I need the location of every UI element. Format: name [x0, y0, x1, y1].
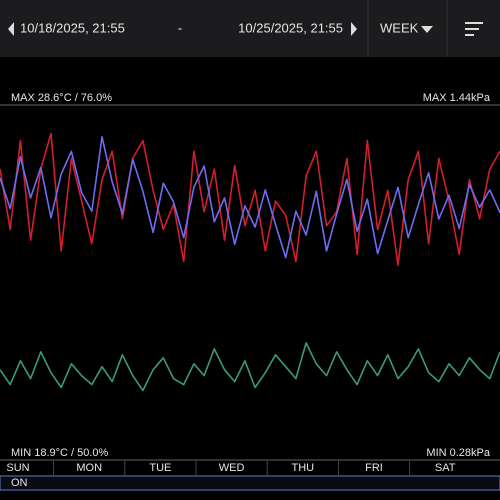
range-label: WEEK — [380, 20, 419, 35]
min-left-label: MIN 18.9°C / 50.0% — [11, 447, 109, 459]
series-line — [0, 132, 500, 266]
end-date: 10/25/2025, 21:55 — [238, 20, 343, 35]
date-separator: - — [178, 20, 182, 35]
series-line — [0, 342, 500, 392]
day-label: FRI — [365, 462, 383, 474]
max-left-label: MAX 28.6°C / 76.0% — [11, 92, 112, 104]
next-arrow[interactable] — [351, 22, 357, 36]
menu-button[interactable] — [465, 22, 483, 36]
series-line — [0, 136, 500, 259]
start-date: 10/18/2025, 21:55 — [20, 20, 125, 35]
max-right-label: MAX 1.44kPa — [423, 92, 491, 104]
day-label: TUE — [149, 462, 171, 474]
status-label: ON — [11, 477, 28, 489]
status-bar — [0, 475, 500, 491]
min-right-label: MIN 0.28kPa — [426, 447, 490, 459]
header-bar — [0, 0, 500, 57]
dropdown-icon — [421, 26, 433, 33]
day-label: SUN — [6, 462, 29, 474]
day-label: WED — [219, 462, 245, 474]
day-label: SAT — [435, 462, 456, 474]
day-label: THU — [291, 462, 314, 474]
day-label: MON — [76, 462, 102, 474]
range-dropdown[interactable]: WEEK — [380, 20, 433, 35]
menu-line — [465, 28, 479, 30]
prev-arrow[interactable] — [8, 22, 14, 36]
menu-line — [465, 22, 483, 24]
menu-line — [465, 34, 474, 36]
